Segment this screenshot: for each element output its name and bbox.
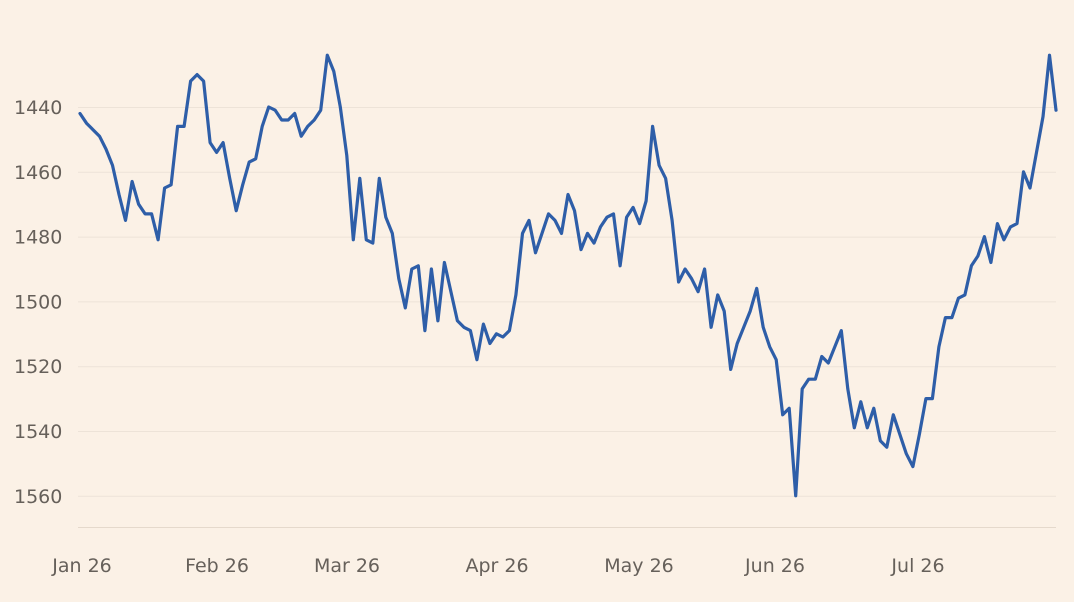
x-tick-label: Feb 26 [185, 555, 249, 577]
y-tick-label: 1480 [14, 227, 62, 249]
x-tick-label: Jul 26 [890, 555, 944, 577]
y-tick-label: 1500 [14, 291, 62, 313]
y-tick-label: 1560 [14, 486, 62, 508]
y-tick-label: 1540 [14, 421, 62, 443]
x-tick-label: Apr 26 [465, 555, 528, 577]
x-tick-label: Mar 26 [314, 555, 380, 577]
y-tick-label: 1460 [14, 162, 62, 184]
series-line [78, 53, 1058, 498]
x-tick-label: Jun 26 [744, 555, 805, 577]
x-tick-label: Jan 26 [51, 555, 112, 577]
y-tick-label: 1520 [14, 356, 62, 378]
y-tick-label: 1440 [14, 97, 62, 119]
x-tick-label: May 26 [604, 555, 674, 577]
